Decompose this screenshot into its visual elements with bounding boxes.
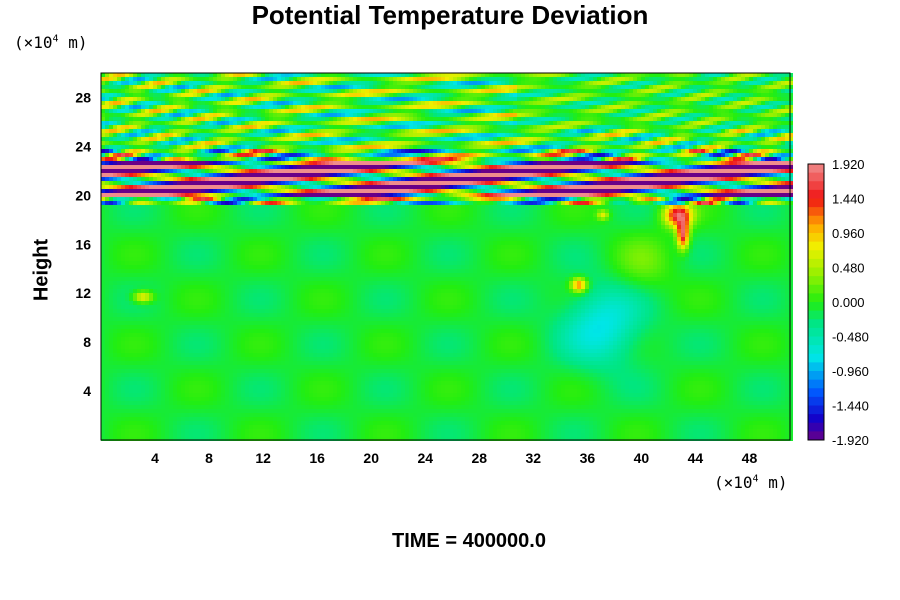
colorbar-frame [807,163,825,441]
colorbar-swatch [808,414,824,424]
x-tick-label: 4 [151,450,159,466]
colorbar-swatch [808,362,824,372]
x-tick-label: 48 [742,450,758,466]
colorbar-swatch [808,353,824,363]
colorbar-swatch [808,215,824,225]
y-tick-label: 16 [75,236,91,252]
colorbar-swatch [808,293,824,303]
x-tick-label: 20 [363,450,379,466]
x-tick-label: 32 [526,450,542,466]
y-axis-ticks: 4 8 12 16 20 24 28 [75,89,91,399]
colorbar: 1.920 1.440 0.960 0.480 0.000 -0.480 -0.960 -1.… [807,157,869,448]
y-axis-unit: (×104 m) [14,33,88,52]
colorbar-swatch [808,310,824,320]
y-tick-label: 12 [75,285,91,301]
colorbar-swatch [808,198,824,208]
colorbar-tick-label: 1.440 [832,192,865,207]
time-label: TIME = 400000.0 [392,530,546,552]
colorbar-swatch [808,189,824,199]
x-tick-label: 40 [634,450,650,466]
colorbar-swatch [808,258,824,268]
colorbar-swatch [808,181,824,191]
colorbar-swatch [808,379,824,389]
x-tick-label: 16 [309,450,325,466]
colorbar-tick-label: 0.000 [832,295,865,310]
x-tick-label: 44 [688,450,704,466]
colorbar-swatch [808,241,824,251]
y-tick-label: 28 [75,89,91,105]
colorbar-swatch [808,224,824,234]
colorbar-tick-label: 0.480 [832,261,865,276]
colorbar-tick-label: 0.960 [832,226,865,241]
chart-title: Potential Temperature Deviation [251,0,649,30]
colorbar-tick-label: 1.920 [832,157,865,172]
colorbar-tick-label: -0.480 [832,330,869,345]
colorbar-swatch [808,371,824,381]
colorbar-swatch [808,233,824,243]
colorbar-tick-label: -1.920 [832,433,869,448]
colorbar-swatch [808,405,824,415]
colorbar-swatch [808,302,824,312]
plot-frame [100,72,791,441]
y-tick-label: 20 [75,187,91,203]
x-axis-ticks: 4 8 12 16 20 24 28 32 36 40 44 48 [151,450,757,466]
colorbar-swatch [808,422,824,432]
y-tick-label: 8 [83,334,91,350]
colorbar-swatch [808,172,824,182]
colorbar-tick-label: -0.960 [832,364,869,379]
colorbar-swatch [808,388,824,398]
y-tick-label: 4 [83,383,91,399]
colorbar-swatch [808,207,824,217]
x-axis-unit: (×104 m) [714,473,788,492]
x-tick-label: 12 [255,450,271,466]
colorbar-swatch [808,319,824,329]
colorbar-swatch [808,284,824,294]
colorbar-swatch [808,345,824,355]
colorbar-swatch [808,164,824,174]
x-tick-label: 28 [471,450,487,466]
colorbar-swatch [808,431,824,441]
colorbar-swatch [808,250,824,260]
heatmap-field [101,73,793,441]
x-tick-label: 8 [205,450,213,466]
colorbar-tick-label: -1.440 [832,399,869,414]
colorbar-swatch [808,396,824,406]
y-tick-label: 24 [75,138,91,154]
colorbar-swatch [808,327,824,337]
colorbar-swatch [808,276,824,286]
colorbar-swatch [808,267,824,277]
x-tick-label: 24 [417,450,433,466]
colorbar-swatch [808,336,824,346]
x-tick-label: 36 [580,450,596,466]
